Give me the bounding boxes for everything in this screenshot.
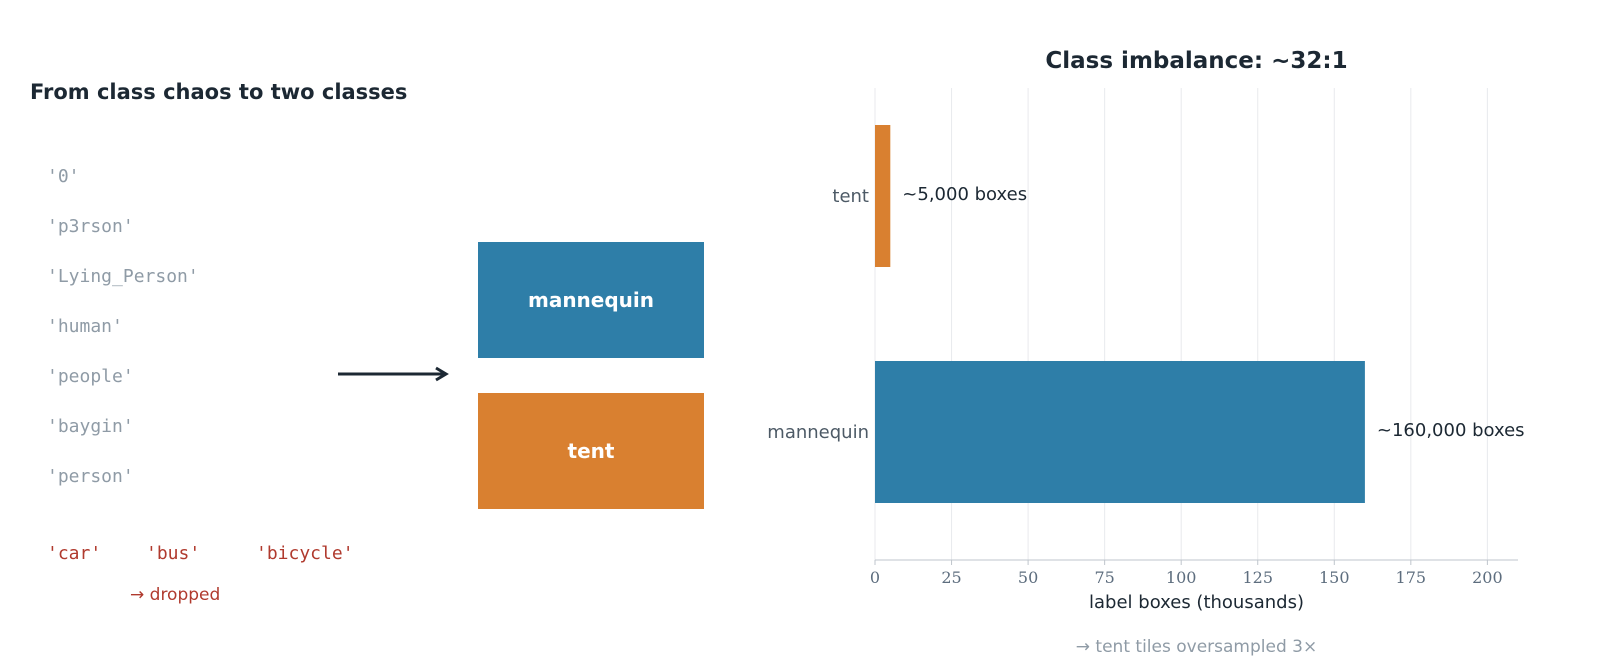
x-tick-label: 75	[1094, 568, 1114, 587]
bar-data-label: ~160,000 boxes	[1377, 420, 1525, 441]
target-class-mannequin: mannequin	[478, 242, 704, 358]
bar-data-label: ~5,000 boxes	[902, 184, 1027, 205]
target-class-tent: tent	[478, 393, 704, 509]
dropped-label: 'bus'	[146, 543, 201, 564]
dropped-note: → dropped	[130, 585, 221, 605]
bar-tent	[875, 125, 891, 267]
raw-label: 'people'	[47, 366, 134, 387]
raw-label: 'person'	[47, 466, 134, 487]
x-tick-label: 25	[941, 568, 961, 587]
x-tick-label: 200	[1472, 568, 1503, 587]
x-tick-label: 50	[1018, 568, 1038, 587]
raw-label: 'baygin'	[47, 416, 134, 437]
x-tick-label: 150	[1319, 568, 1350, 587]
raw-label: 'human'	[47, 316, 123, 337]
chart-title: Class imbalance: ~32:1	[1045, 48, 1347, 74]
x-axis-label: label boxes (thousands)	[1089, 592, 1304, 613]
y-category-label: mannequin	[767, 422, 869, 443]
dropped-label: 'bicycle'	[256, 543, 354, 564]
chart-footnote: → tent tiles oversampled 3×	[1076, 637, 1317, 657]
raw-label: '0'	[47, 166, 80, 187]
y-category-label: tent	[832, 186, 869, 207]
left-panel-title: From class chaos to two classes	[30, 80, 408, 104]
x-tick-label: 125	[1242, 568, 1273, 587]
mapping-arrow-icon	[338, 366, 449, 382]
raw-label: 'p3rson'	[47, 216, 134, 237]
x-tick-label: 175	[1396, 568, 1427, 587]
dropped-label: 'car'	[47, 543, 102, 564]
bar-mannequin	[875, 361, 1365, 503]
x-tick-label: 100	[1166, 568, 1197, 587]
raw-label: 'Lying_Person'	[47, 266, 199, 287]
x-tick-label: 0	[870, 568, 880, 587]
